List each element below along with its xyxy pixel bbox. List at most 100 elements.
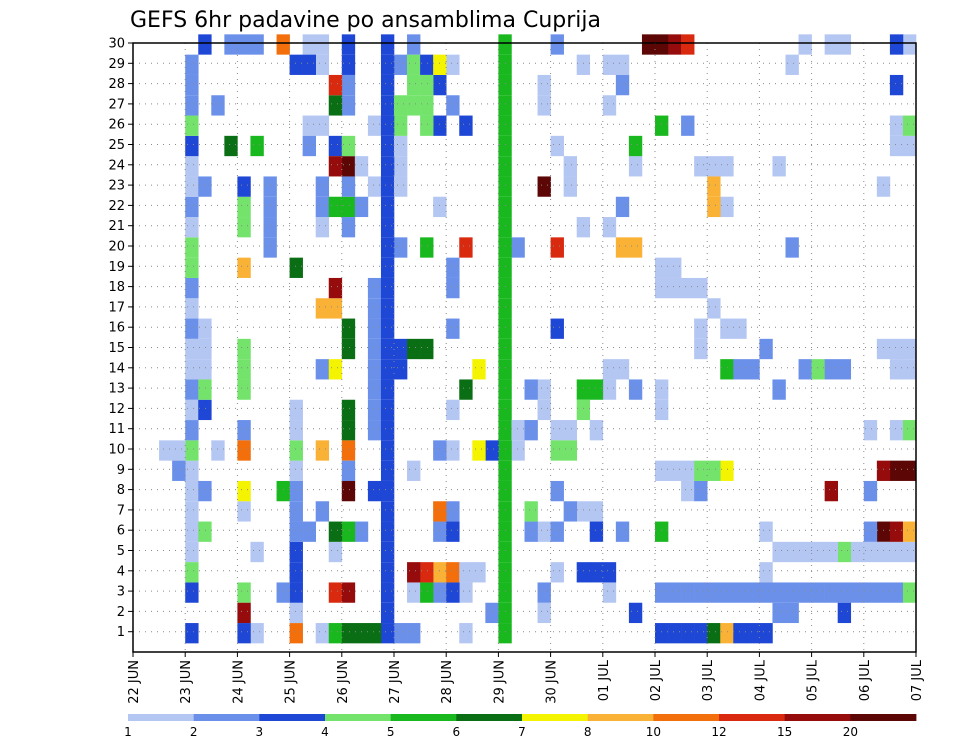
colorbar-swatch: [719, 714, 786, 721]
precip-cell: [367, 623, 382, 644]
colorbar-swatch: [456, 714, 523, 721]
precip-cell: [785, 237, 799, 258]
precip-cell: [655, 379, 669, 400]
precip-cell: [328, 156, 343, 177]
precip-cell: [655, 115, 669, 136]
precip-cell: [628, 135, 643, 157]
precip-cell: [576, 217, 591, 238]
precip-cell: [902, 115, 917, 136]
precip-cell: [498, 196, 512, 218]
precip-cell: [446, 399, 460, 421]
precip-cell: [341, 34, 356, 55]
precip-cell: [276, 480, 290, 502]
precip-cell: [498, 582, 512, 603]
x-tick-label: 05 JUL: [806, 659, 821, 701]
precip-cell: [550, 480, 564, 502]
precip-cell: [289, 582, 303, 603]
precip-cell: [668, 34, 682, 55]
precip-cell: [315, 217, 330, 238]
precip-cell: [550, 521, 564, 542]
precip-cell: [798, 359, 812, 380]
precip-cell: [380, 217, 395, 238]
precip-cell: [459, 115, 473, 136]
precip-cell: [354, 521, 369, 542]
precip-cell: [380, 115, 395, 136]
precip-cell: [863, 480, 878, 502]
precip-cell: [733, 359, 747, 380]
precip-cell: [889, 338, 904, 360]
precip-cell: [889, 460, 904, 481]
precip-cell: [341, 156, 356, 177]
x-tick-label: 29 JUN: [492, 660, 507, 704]
precip-cell: [498, 156, 512, 177]
y-tick-label: 12: [108, 402, 125, 417]
precip-cell: [380, 135, 395, 157]
precip-cell: [733, 582, 747, 603]
precip-cell: [811, 359, 825, 380]
precip-cell: [237, 582, 251, 603]
colorbar-swatch: [587, 714, 654, 721]
precip-cell: [694, 156, 708, 177]
precip-cell: [198, 176, 212, 197]
precip-cell: [367, 318, 382, 339]
precip-cell: [198, 359, 212, 380]
precip-cell: [198, 318, 212, 339]
precip-cell: [185, 359, 199, 380]
precip-cell: [759, 582, 773, 603]
precip-cell: [498, 338, 512, 360]
precip-cell: [459, 623, 473, 644]
precip-cell: [628, 156, 643, 177]
colorbar-swatch: [784, 714, 851, 721]
colorbar-swatch: [850, 714, 917, 721]
precip-cell: [602, 95, 617, 116]
precip-cell: [302, 135, 316, 157]
colorbar-label: 4: [321, 725, 329, 739]
precip-cell: [615, 74, 630, 96]
precip-cell: [315, 34, 330, 55]
precip-cell: [446, 257, 460, 278]
precip-cell: [328, 135, 343, 157]
precip-cell: [628, 379, 643, 400]
precip-cell: [498, 623, 512, 644]
colorbar-swatch: [653, 714, 720, 721]
precip-cell: [185, 257, 199, 278]
precip-cell: [185, 460, 199, 481]
precip-cell: [172, 440, 186, 461]
precip-cell: [185, 176, 199, 197]
precip-cell: [681, 582, 695, 603]
precip-cell: [237, 257, 251, 278]
precip-cell: [498, 541, 512, 563]
precip-cell: [380, 196, 395, 218]
precip-cell: [785, 54, 799, 75]
precip-cell: [407, 74, 421, 96]
colorbar-label: 3: [256, 725, 264, 739]
precip-cell: [707, 623, 721, 644]
precip-cell: [315, 359, 330, 380]
precip-cell: [537, 176, 551, 197]
precip-cell: [889, 74, 904, 96]
colorbar-swatch: [259, 714, 326, 721]
precip-cell: [380, 95, 395, 116]
y-tick-label: 24: [108, 158, 125, 173]
precip-cell: [889, 541, 904, 563]
precip-cell: [498, 95, 512, 116]
precip-cell: [837, 602, 852, 624]
precip-cell: [576, 379, 591, 400]
precip-cell: [289, 440, 303, 461]
precip-cell: [341, 318, 356, 339]
precip-cell: [433, 54, 447, 75]
precip-cell: [498, 277, 512, 299]
precip-cell: [341, 176, 356, 197]
precip-cell: [707, 582, 721, 603]
precip-cell: [707, 176, 721, 197]
precip-cell: [380, 338, 395, 360]
x-tick-label: 26 JUN: [336, 660, 351, 704]
precip-cell: [850, 541, 865, 563]
precip-cell: [380, 156, 395, 177]
y-tick-label: 22: [108, 199, 125, 214]
y-tick-label: 21: [108, 219, 125, 234]
precip-cell: [759, 623, 773, 644]
precip-cell: [420, 74, 434, 96]
precip-cell: [655, 257, 669, 278]
precip-cell: [720, 156, 734, 177]
